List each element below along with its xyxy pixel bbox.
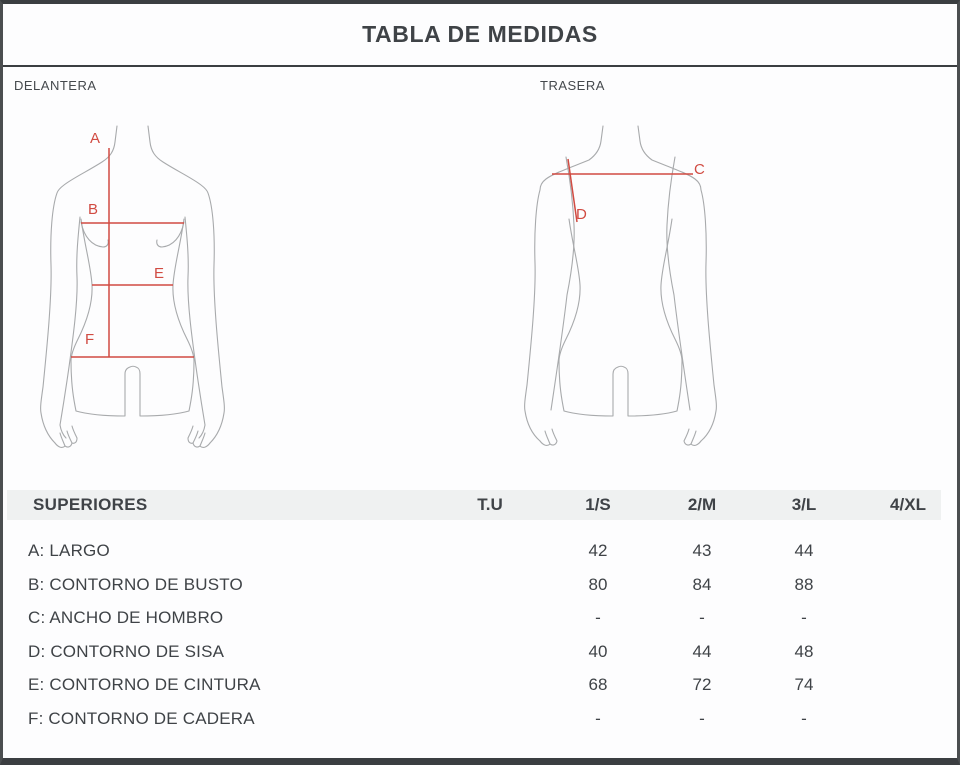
cell-value: 68 [588, 675, 608, 694]
back-figure: C D [500, 95, 740, 465]
cell-value: 72 [692, 675, 712, 694]
cell-value: - [801, 608, 807, 627]
front-figure-outline-svg [40, 125, 225, 448]
marker-b-label: B [88, 201, 99, 218]
table-row: C: ANCHO DE HOMBRO - - - [7, 601, 941, 635]
row-label: F: CONTORNO DE CADERA [28, 708, 255, 728]
table-group-header: SUPERIORES [33, 495, 148, 514]
cell-value: 74 [794, 675, 814, 694]
front-right-arm-outline [147, 125, 225, 444]
column-header-m: 2/M [687, 495, 717, 514]
cell-value: 84 [692, 574, 712, 594]
page-title: TABLA DE MEDIDAS [3, 4, 957, 67]
front-view-label: DELANTERA [14, 78, 97, 93]
size-table-body: A: LARGO 42 43 44 B: CONTORNO DE BUSTO 8… [7, 534, 941, 735]
front-torso-outline [70, 218, 195, 417]
cell-value: 43 [692, 541, 712, 560]
row-label: D: CONTORNO DE SISA [28, 641, 225, 661]
cell-value: - [699, 708, 705, 728]
marker-c-label: C [694, 161, 705, 178]
table-row: F: CONTORNO DE CADERA - - - [7, 702, 941, 736]
back-left-inner-arm [550, 156, 575, 411]
front-left-hand [54, 425, 78, 448]
table-row: E: CONTORNO DE CINTURA 68 72 74 [7, 668, 941, 702]
measure-line-d [567, 158, 578, 223]
cell-value: 44 [794, 541, 814, 560]
marker-d-label: D [576, 206, 587, 223]
table-row: A: LARGO 42 43 44 [7, 534, 941, 568]
table-row: B: CONTORNO DE BUSTO 80 84 88 [7, 568, 941, 602]
size-table-header: SUPERIORES T.U 1/S 2/M 3/L 4/XL [7, 490, 941, 520]
cell-value: 44 [692, 641, 712, 661]
cell-value: - [595, 708, 601, 728]
back-right-inner-arm [666, 156, 691, 411]
column-header-xl: 4/XL [890, 495, 926, 514]
row-label: E: CONTORNO DE CINTURA [28, 675, 261, 694]
cell-value: 48 [794, 641, 814, 661]
column-header-s: 1/S [585, 495, 611, 514]
back-torso-outline [558, 218, 683, 417]
column-header-l: 3/L [791, 495, 817, 514]
marker-f-label: F [85, 331, 95, 348]
back-left-hand [539, 428, 558, 446]
cell-value: 80 [588, 574, 608, 594]
front-figure: A B E F [20, 95, 240, 465]
cell-value: 88 [794, 574, 814, 594]
back-figure-outline-svg [524, 125, 717, 446]
row-label: B: CONTORNO DE BUSTO [28, 574, 243, 594]
marker-a-label: A [90, 130, 101, 147]
cell-value: - [595, 608, 601, 627]
cell-value: 42 [588, 541, 608, 560]
back-right-arm-outline [637, 125, 717, 442]
front-bust-curves [80, 221, 185, 248]
row-label: C: ANCHO DE HOMBRO [28, 608, 224, 627]
marker-e-label: E [154, 265, 165, 282]
row-label: A: LARGO [28, 541, 110, 560]
cell-value: - [801, 708, 807, 728]
back-right-hand [683, 428, 702, 446]
back-left-arm-outline [524, 125, 604, 442]
front-left-inner-arm [59, 216, 81, 439]
table-row: D: CONTORNO DE SISA 40 44 48 [7, 635, 941, 669]
cell-value: 40 [588, 641, 608, 661]
cell-value: - [699, 608, 705, 627]
front-right-hand [187, 425, 211, 448]
front-right-inner-arm [184, 216, 206, 439]
front-left-arm-outline [40, 125, 118, 444]
back-view-label: TRASERA [540, 78, 605, 93]
column-header-tu: T.U [477, 495, 503, 514]
